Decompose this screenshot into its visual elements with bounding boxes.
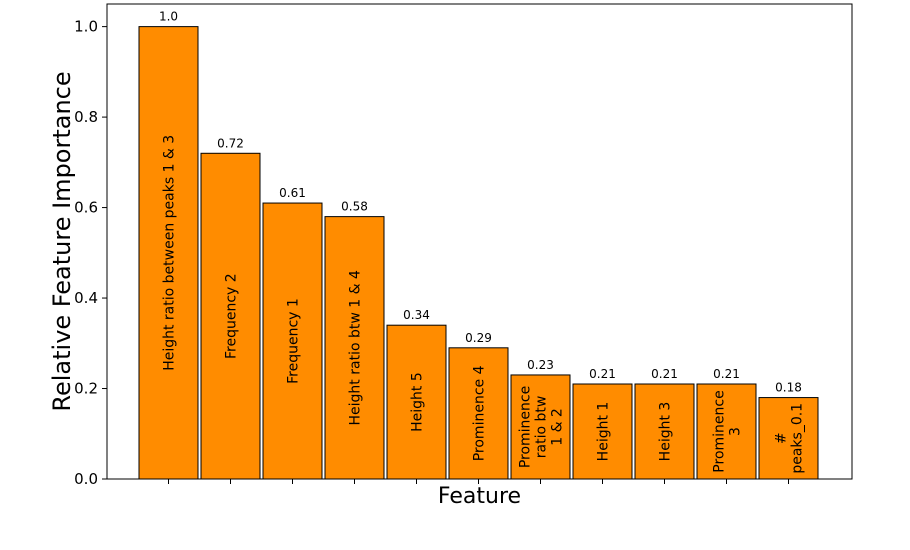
bar-category-label: Prominence 4: [472, 365, 488, 461]
bar: [510, 374, 571, 480]
bar-category-label: Height ratio btw 1 & 4: [348, 270, 364, 425]
bar-value-label: 0.34: [403, 308, 430, 322]
bar-value-label: 0.61: [279, 186, 306, 200]
plot-area: 0.0 0.2 0.4 0.6 0.8 1.0 1.0 Height ratio betwee…: [74, 3, 853, 488]
bar-value-label: 0.72: [217, 136, 244, 150]
bar: [696, 383, 757, 480]
bar-value-label: 0.23: [527, 358, 554, 372]
bar-value-label: 0.58: [341, 200, 368, 214]
y-tick-label: 0.2: [74, 380, 98, 398]
bar-category-label: Frequency 1: [286, 298, 302, 384]
bar: [200, 152, 261, 480]
bar-value-label: 0.18: [775, 381, 802, 395]
bar-category-label: Height 3: [658, 402, 674, 462]
y-tick-label: 0.6: [74, 199, 98, 217]
bar: [634, 383, 695, 480]
bar-category-label: #peaks_0.1: [774, 403, 806, 474]
y-tick-label: 1.0: [74, 18, 98, 36]
y-tick-label: 0.0: [74, 470, 98, 488]
y-tick-label: 0.8: [74, 108, 98, 126]
bar-category-label: Height 1: [596, 402, 612, 462]
bar-value-label: 0.21: [713, 367, 740, 381]
bar: [758, 397, 819, 480]
bar-value-label: 1.0: [159, 10, 178, 24]
bar-category-label: Prominenceratio btw1 & 2: [518, 386, 566, 468]
bar-category-label: Prominence3: [712, 390, 744, 472]
bar-category-label: Height 5: [410, 372, 426, 432]
bar: [448, 347, 509, 480]
y-tick-label: 0.4: [74, 289, 98, 307]
bar: [262, 202, 323, 480]
bar: [324, 216, 385, 480]
x-axis-title: Feature: [438, 484, 521, 509]
bar-category-label: Frequency 2: [224, 273, 240, 359]
bar-value-label: 0.21: [589, 367, 616, 381]
bar-value-label: 0.29: [465, 331, 492, 345]
bar: [138, 26, 199, 480]
bar-value-label: 0.21: [651, 367, 678, 381]
bar: [572, 383, 633, 480]
bar: [386, 324, 447, 480]
bar-category-label: Height ratio between peaks 1 & 3: [162, 135, 178, 371]
y-axis-title: Relative Feature Importance: [48, 71, 76, 411]
